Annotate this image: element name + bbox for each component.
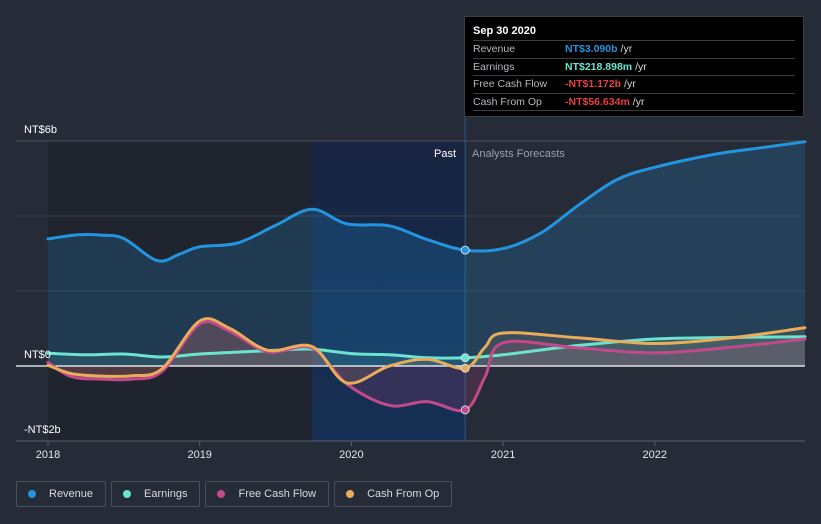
tooltip-row-cash-from-op: Cash From Op -NT$56.634m /yr xyxy=(473,94,795,111)
legend: Revenue Earnings Free Cash Flow Cash Fro… xyxy=(16,481,453,507)
tooltip-label: Earnings xyxy=(473,60,515,73)
tooltip-unit: /yr xyxy=(624,78,636,91)
tooltip-row-free-cash-flow: Free Cash Flow -NT$1.172b /yr xyxy=(473,76,795,94)
legend-item-revenue[interactable]: Revenue xyxy=(16,481,107,507)
legend-label: Free Cash Flow xyxy=(238,488,317,500)
revenue-line xyxy=(46,140,807,263)
x-tick-label: 2021 xyxy=(491,449,515,461)
earnings-marker xyxy=(460,353,470,363)
revenue-dot-icon xyxy=(28,490,36,498)
x-tick-label: 2020 xyxy=(339,449,363,461)
tooltip-label: Cash From Op xyxy=(473,95,542,108)
free-cash-flow-dot-icon xyxy=(217,490,226,498)
tooltip-date: Sep 30 2020 xyxy=(473,23,795,41)
x-tick-label: 2022 xyxy=(643,449,667,461)
tooltip-label: Revenue xyxy=(473,43,516,56)
cash-from-op-dot-icon xyxy=(346,490,355,498)
tooltip-row-revenue: Revenue NT$3.090b /yr xyxy=(473,41,795,59)
y-tick-label: NT$0 xyxy=(24,349,51,361)
tooltip-row-earnings: Earnings NT$218.898m /yr xyxy=(473,59,795,76)
revenue-area xyxy=(48,141,805,366)
legend-item-cash-from-op[interactable]: Cash From Op xyxy=(334,481,453,507)
earnings-dot-icon xyxy=(123,490,132,498)
free-cash-flow-marker xyxy=(460,405,470,415)
x-tick-label: 2018 xyxy=(36,449,60,461)
y-tick-label: -NT$2b xyxy=(24,424,61,436)
tooltip-value: NT$3.090b xyxy=(565,43,618,56)
earnings-area xyxy=(48,336,805,366)
y-tick-label: NT$6b xyxy=(24,124,57,136)
legend-item-free-cash-flow[interactable]: Free Cash Flow xyxy=(205,481,330,507)
tooltip-value: -NT$1.172b xyxy=(565,78,622,91)
legend-item-earnings[interactable]: Earnings xyxy=(111,481,201,507)
cash-from-op-marker xyxy=(460,363,470,373)
free-cash-flow-line xyxy=(46,320,807,413)
legend-label: Earnings xyxy=(144,488,188,500)
tooltip-unit: /yr xyxy=(632,95,645,108)
legend-label: Revenue xyxy=(49,488,94,500)
revenue-marker xyxy=(460,245,470,255)
forecast-label: Analysts Forecasts xyxy=(472,148,565,160)
past-label: Past xyxy=(434,148,456,160)
tooltip-unit: /yr xyxy=(620,43,633,56)
tooltip-value: -NT$56.634m xyxy=(565,95,630,108)
cash-from-op-line xyxy=(46,317,807,385)
tooltip: Sep 30 2020 Revenue NT$3.090b /yr Earnin… xyxy=(464,16,804,117)
tooltip-unit: /yr xyxy=(635,60,647,73)
legend-label: Cash From Op xyxy=(367,488,440,500)
tooltip-label: Free Cash Flow xyxy=(473,78,548,91)
tooltip-value: NT$218.898m xyxy=(565,60,633,73)
x-tick-label: 2019 xyxy=(187,449,211,461)
